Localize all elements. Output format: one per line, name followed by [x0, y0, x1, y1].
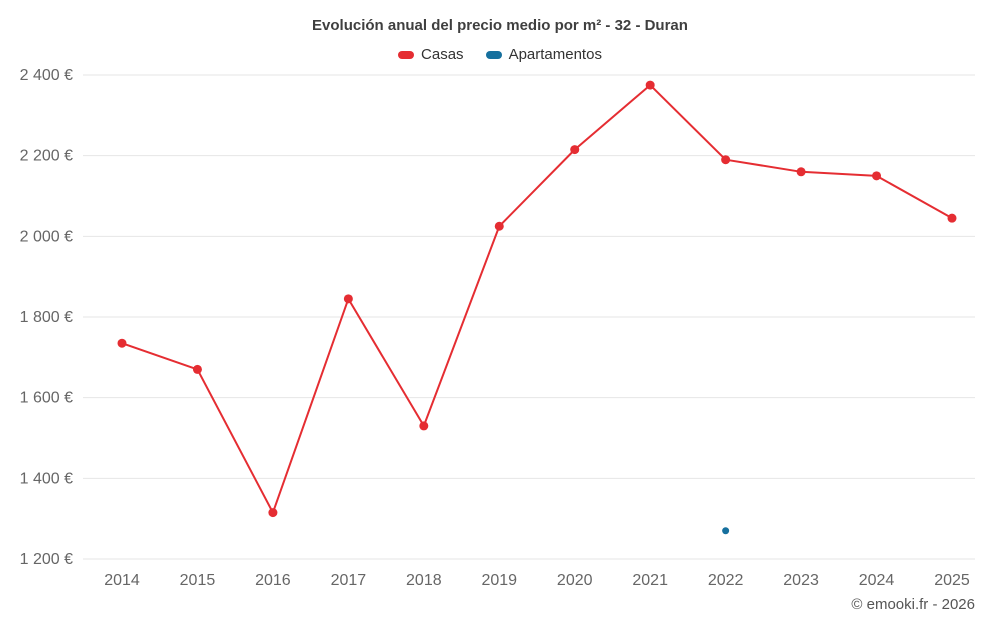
y-tick-label: 1 400 € [20, 470, 73, 487]
casas-point[interactable] [494, 221, 504, 231]
y-tick-label: 2 200 € [20, 148, 73, 165]
x-tick-label: 2019 [481, 572, 517, 589]
legend-item-casas[interactable]: Casas [398, 46, 464, 63]
x-tick-label: 2024 [859, 572, 895, 589]
casas-point[interactable] [872, 171, 882, 181]
casas-point[interactable] [570, 145, 580, 155]
casas-point[interactable] [721, 155, 731, 165]
x-tick-label: 2014 [104, 572, 140, 589]
y-tick-label: 1 200 € [20, 551, 73, 568]
casas-point[interactable] [645, 80, 655, 90]
casas-point[interactable] [419, 421, 429, 431]
x-tick-label: 2018 [406, 572, 442, 589]
x-tick-label: 2023 [783, 572, 819, 589]
legend-item-apartamentos[interactable]: Apartamentos [485, 46, 602, 63]
apartamentos-point[interactable] [722, 527, 730, 535]
casas-point[interactable] [117, 338, 127, 348]
casas-line [121, 84, 953, 514]
x-tick-label: 2021 [632, 572, 668, 589]
x-tick-label: 2015 [180, 572, 216, 589]
casas-point[interactable] [343, 294, 353, 304]
casas-point[interactable] [947, 213, 957, 223]
casas-point[interactable] [796, 167, 806, 177]
casas-point[interactable] [192, 364, 202, 374]
chart-title: Evolución anual del precio medio por m² … [312, 17, 688, 34]
chart-legend: Casas Apartamentos [0, 46, 1000, 63]
y-tick-label: 2 000 € [20, 228, 73, 245]
y-tick-label: 1 600 € [20, 390, 73, 407]
y-tick-label: 2 400 € [20, 67, 73, 84]
x-tick-label: 2025 [934, 572, 970, 589]
copyright-credit: © emooki.fr - 2026 [851, 596, 975, 613]
casas-point[interactable] [268, 508, 278, 518]
y-tick-label: 1 800 € [20, 309, 73, 326]
x-tick-label: 2017 [331, 572, 367, 589]
x-tick-label: 2016 [255, 572, 291, 589]
legend-label-casas: Casas [421, 46, 464, 63]
casas-swatch-icon [398, 50, 415, 59]
apartamentos-swatch-icon [485, 50, 502, 59]
x-tick-label: 2022 [708, 572, 744, 589]
x-tick-label: 2020 [557, 572, 593, 589]
legend-label-apartamentos: Apartamentos [508, 46, 602, 63]
